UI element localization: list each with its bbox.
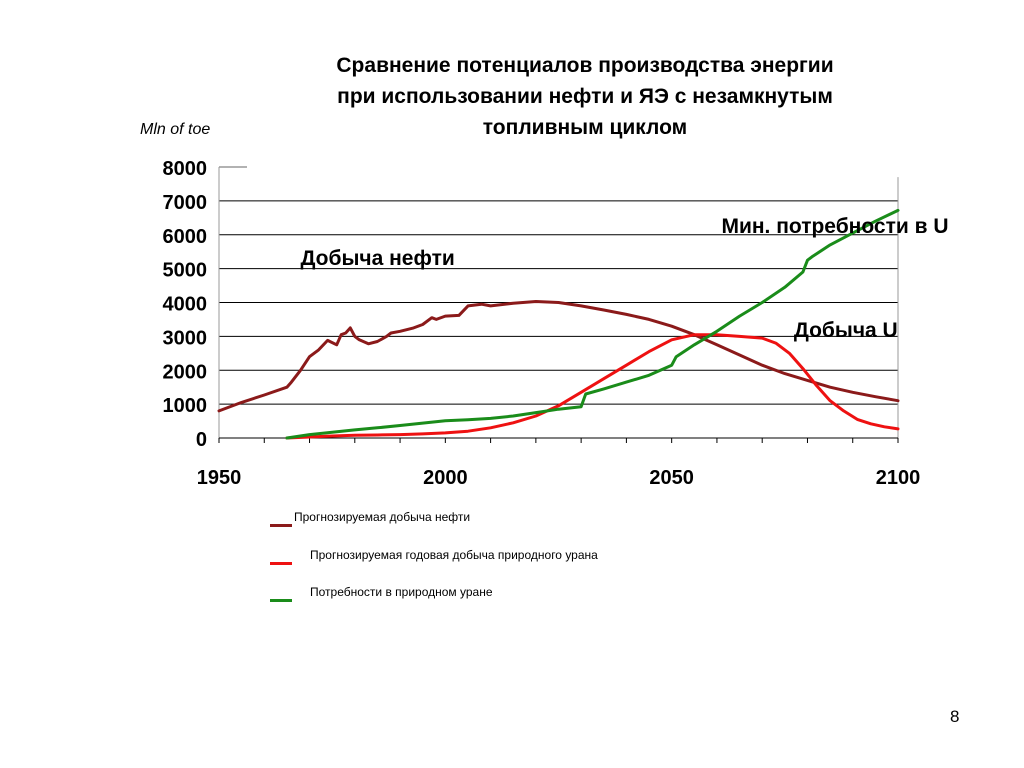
legend-label-uranium-production: Прогнозируемая годовая добыча природного…: [310, 548, 598, 562]
x-tick-label: 2050: [649, 467, 694, 489]
chart-annotation: Мин. потребности в U: [721, 215, 948, 238]
legend-swatch-oil: [270, 524, 292, 527]
page-number: 8: [950, 707, 960, 726]
chart-annotation: Добыча нефти: [300, 247, 454, 270]
series-line-uranium-production: [285, 333, 900, 440]
chart-title: Сравнение потенциалов производства энерг…: [240, 50, 930, 143]
x-tick-label: 2000: [423, 467, 468, 489]
y-tick-label: 4000: [163, 294, 208, 316]
x-tick-label: 1950: [197, 467, 242, 489]
x-tick-label: 2100: [876, 467, 921, 489]
y-axis-label: Mln of toe: [140, 121, 211, 138]
series-line-oil: [217, 300, 900, 413]
y-tick-label: 3000: [163, 327, 208, 349]
chart-title-line: при использовании нефти и ЯЭ с незамкнут…: [337, 85, 833, 108]
chart-title-line: топливным циклом: [482, 116, 688, 139]
chart-annotation: Добыча U: [794, 319, 898, 342]
legend-label-uranium-demand: Потребности в природном уране: [310, 585, 493, 599]
legend-swatch-uranium-production: [270, 562, 292, 565]
legend-swatch-uranium-demand: [270, 599, 292, 602]
y-tick-label: 1000: [163, 395, 208, 417]
y-tick-label: 0: [196, 429, 207, 451]
y-tick-label: 7000: [163, 192, 208, 214]
y-tick-label: 5000: [163, 260, 208, 282]
y-tick-label: 6000: [163, 226, 208, 248]
y-tick-label: 8000: [163, 158, 208, 180]
y-tick-label: 2000: [163, 361, 208, 383]
series-line-uranium-demand: [285, 208, 900, 440]
legend-item-uranium-production: Прогнозируемая годовая добыча природного…: [270, 548, 690, 568]
legend-label-oil: Прогнозируемая добыча нефти: [294, 510, 471, 524]
chart-title-line: Сравнение потенциалов производства энерг…: [336, 54, 834, 77]
legend-item-uranium-demand: Потребности в природном уране: [270, 585, 690, 605]
legend-item-oil: Прогнозируемая добыча нефти: [270, 510, 690, 530]
